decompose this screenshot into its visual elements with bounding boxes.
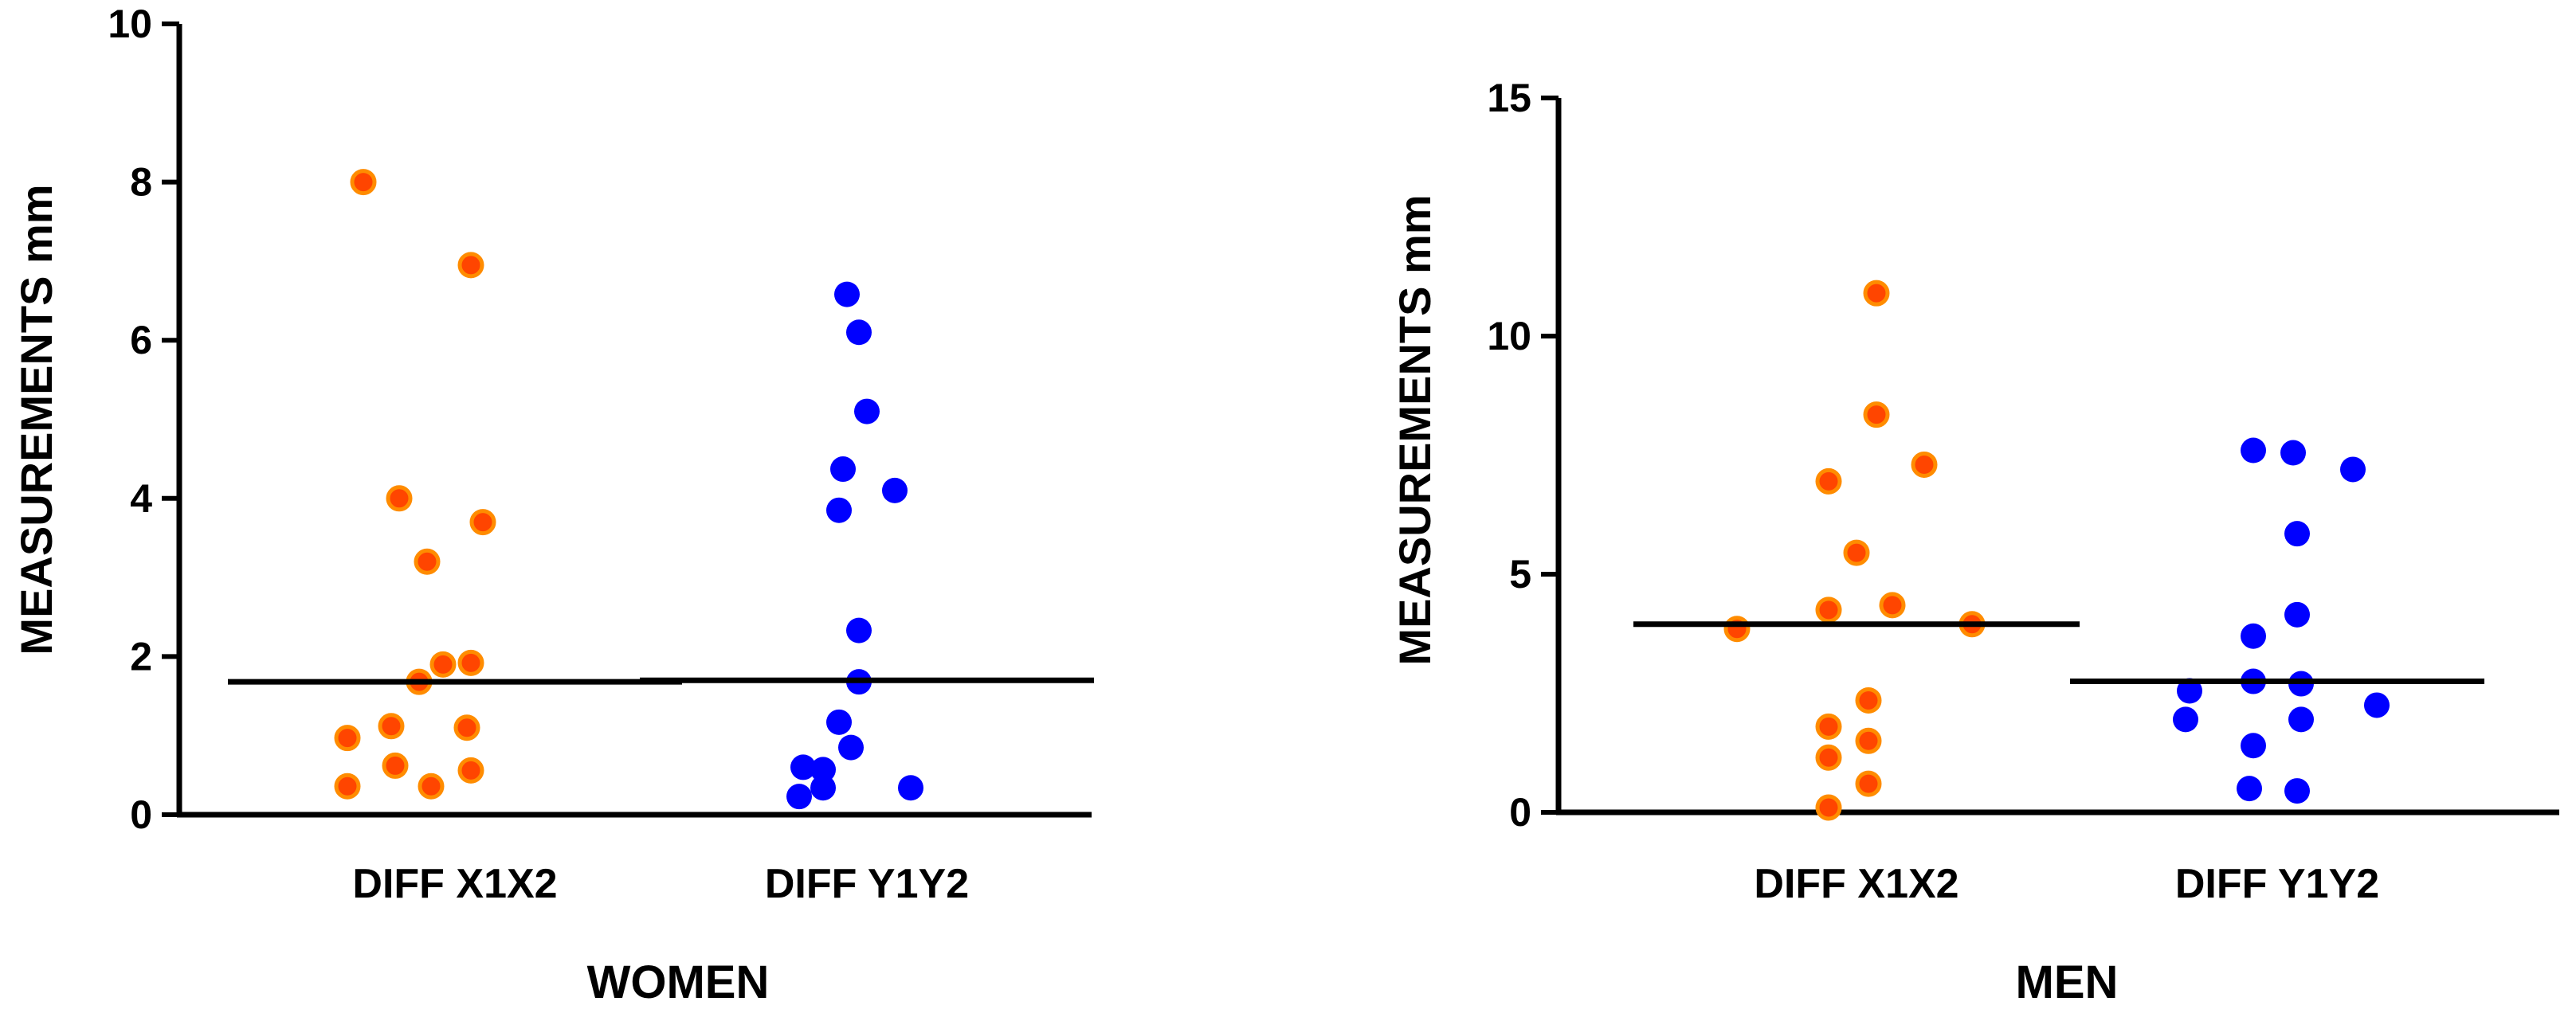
women-point-y1y2 bbox=[854, 398, 880, 424]
men-point-x1x2 bbox=[1723, 616, 1751, 643]
women-category-label-x1x2: DIFF X1X2 bbox=[352, 861, 557, 907]
women-point-y1y2 bbox=[810, 757, 836, 783]
men-point-y1y2 bbox=[2284, 778, 2310, 804]
women-point-x1x2 bbox=[457, 252, 484, 279]
women-point-x1x2 bbox=[457, 757, 484, 784]
women-y-tick-label: 4 bbox=[130, 476, 152, 521]
women-point-x1x2 bbox=[418, 773, 445, 800]
women-point-x1x2 bbox=[386, 485, 413, 512]
men-point-y1y2 bbox=[2237, 776, 2262, 802]
women-point-y1y2 bbox=[838, 734, 864, 761]
men-point-x1x2 bbox=[1911, 451, 1938, 478]
men-point-x1x2 bbox=[1863, 401, 1890, 428]
women-point-y1y2 bbox=[826, 709, 852, 735]
men-point-y1y2 bbox=[2280, 440, 2306, 466]
men-y-axis-title: MEASUREMENTS mm bbox=[1390, 194, 1440, 665]
men-point-y1y2 bbox=[2284, 601, 2310, 628]
women-point-y1y2 bbox=[834, 281, 860, 307]
men-point-y1y2 bbox=[2173, 706, 2198, 733]
women-point-y1y2 bbox=[826, 497, 852, 523]
men-y-tick-label: 15 bbox=[1487, 76, 1531, 120]
women-y-axis-title: MEASUREMENTS mm bbox=[11, 184, 61, 655]
women-point-y1y2 bbox=[882, 477, 908, 503]
women-point-y1y2 bbox=[786, 784, 812, 810]
men-point-x1x2 bbox=[1855, 770, 1882, 797]
men-point-y1y2 bbox=[2340, 456, 2366, 483]
men-y-tick-label: 0 bbox=[1509, 790, 1531, 835]
men-point-x1x2 bbox=[1855, 727, 1882, 754]
women-point-y1y2 bbox=[810, 775, 836, 801]
women-point-y1y2 bbox=[846, 617, 872, 643]
women-point-x1x2 bbox=[414, 548, 441, 575]
men-point-y1y2 bbox=[2241, 733, 2266, 759]
men-point-y1y2 bbox=[2284, 521, 2310, 547]
women-panel: 0 2 4 6 8 10 MEASUREMENTS mm DIFF X1X2 DIFF Y… bbox=[11, 2, 1094, 1008]
women-point-y1y2 bbox=[830, 456, 856, 483]
women-panel-title: WOMEN bbox=[587, 956, 770, 1008]
men-panel: 0 5 10 15 MEASUREMENTS mm DIFF X1X2 DIFF Y1… bbox=[1390, 76, 2559, 1008]
men-point-x1x2 bbox=[1879, 592, 1906, 619]
men-point-x1x2 bbox=[1815, 597, 1842, 624]
men-point-x1x2 bbox=[1843, 539, 1870, 566]
women-point-y1y2 bbox=[846, 319, 872, 346]
women-point-y1y2 bbox=[790, 754, 816, 780]
women-y-tick-label: 10 bbox=[108, 2, 152, 46]
men-y-ticks: 0 5 10 15 bbox=[1487, 76, 1559, 835]
women-data-points bbox=[334, 169, 923, 810]
women-point-x1x2 bbox=[334, 725, 361, 752]
men-point-x1x2 bbox=[1815, 794, 1842, 821]
women-point-y1y2 bbox=[898, 775, 923, 801]
women-point-x1x2 bbox=[334, 773, 361, 800]
men-point-x1x2 bbox=[1815, 744, 1842, 771]
women-point-x1x2 bbox=[350, 169, 377, 196]
women-category-label-y1y2: DIFF Y1Y2 bbox=[765, 861, 969, 907]
women-point-x1x2 bbox=[429, 651, 457, 678]
men-category-label-y1y2: DIFF Y1Y2 bbox=[2175, 861, 2379, 907]
men-point-x1x2 bbox=[1815, 713, 1842, 740]
women-median-lines bbox=[228, 677, 1094, 685]
men-point-x1x2 bbox=[1855, 686, 1882, 714]
men-point-y1y2 bbox=[2177, 678, 2202, 704]
men-point-x1x2 bbox=[1815, 467, 1842, 495]
women-point-x1x2 bbox=[457, 649, 484, 676]
women-point-x1x2 bbox=[469, 509, 496, 536]
men-median-lines bbox=[1633, 621, 2484, 685]
men-point-x1x2 bbox=[1863, 280, 1890, 307]
men-y-tick-label: 10 bbox=[1487, 314, 1531, 358]
men-y-tick-label: 5 bbox=[1509, 552, 1531, 597]
men-data-points bbox=[1723, 280, 2390, 821]
women-y-tick-label: 8 bbox=[130, 160, 152, 205]
women-y-ticks: 0 2 4 6 8 10 bbox=[108, 2, 179, 837]
men-point-y1y2 bbox=[2288, 706, 2314, 733]
women-point-x1x2 bbox=[382, 752, 409, 779]
men-point-y1y2 bbox=[2241, 437, 2266, 464]
women-point-x1x2 bbox=[378, 713, 405, 740]
women-point-x1x2 bbox=[453, 714, 480, 741]
men-point-y1y2 bbox=[2241, 623, 2266, 649]
men-category-label-x1x2: DIFF X1X2 bbox=[1754, 861, 1958, 907]
women-y-tick-label: 2 bbox=[130, 634, 152, 679]
women-y-tick-label: 0 bbox=[130, 792, 152, 837]
men-point-y1y2 bbox=[2364, 692, 2390, 718]
women-y-tick-label: 6 bbox=[130, 318, 152, 362]
men-panel-title: MEN bbox=[2016, 956, 2119, 1008]
